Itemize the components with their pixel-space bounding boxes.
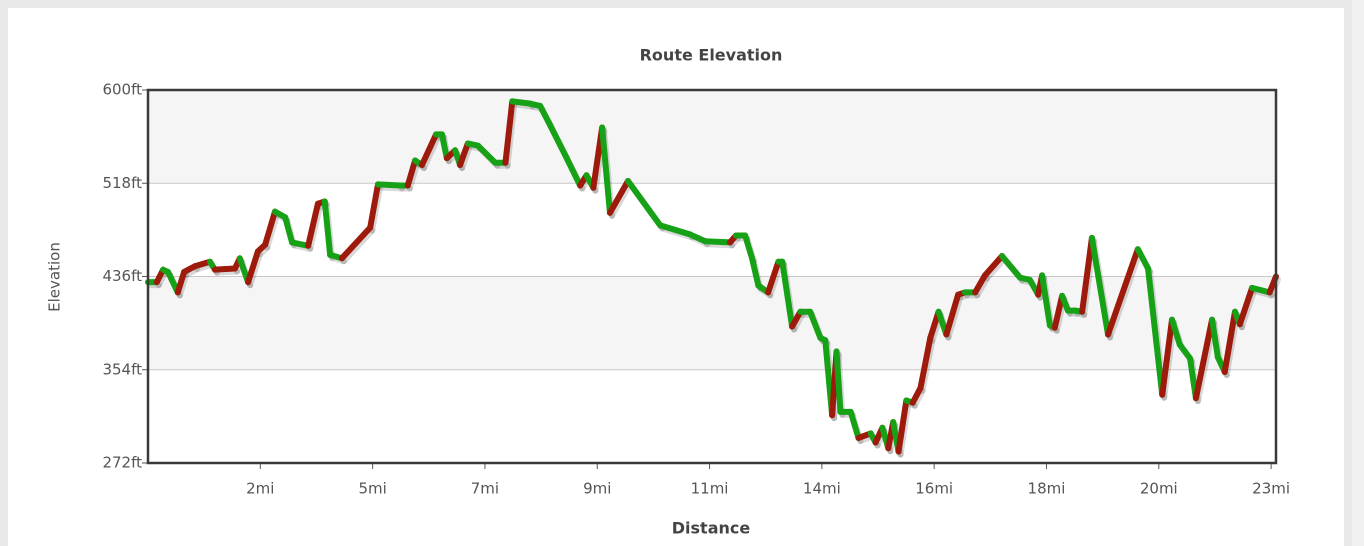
line-segment xyxy=(972,272,988,296)
line-segment xyxy=(404,157,419,189)
line-segment xyxy=(847,408,862,441)
line-segment xyxy=(174,268,188,296)
x-tick-label: 18mi xyxy=(1028,480,1066,498)
line-segment xyxy=(981,253,1006,279)
line-segment xyxy=(1168,316,1183,348)
line-segment xyxy=(321,198,334,258)
line-segment xyxy=(1192,316,1216,402)
line-shadow xyxy=(911,387,926,409)
line-segment xyxy=(475,142,499,166)
line-segment xyxy=(943,291,962,338)
line-segment xyxy=(262,208,278,248)
line-segment xyxy=(457,140,471,169)
line-segment xyxy=(1159,316,1175,398)
line-segment xyxy=(999,253,1024,281)
line-segment xyxy=(1221,308,1238,376)
line-segment xyxy=(282,214,296,246)
line-shadow xyxy=(183,266,200,278)
line-shadow xyxy=(608,180,634,219)
line-segment xyxy=(545,118,569,158)
y-tick-label: 354ft xyxy=(102,360,142,378)
line-segment xyxy=(1236,284,1256,328)
line-segment xyxy=(245,248,261,286)
line-segment xyxy=(606,177,632,216)
line-segment xyxy=(779,258,796,330)
x-tick-label: 2mi xyxy=(246,480,274,498)
x-tick-label: 9mi xyxy=(583,480,611,498)
line-segment xyxy=(1209,316,1221,361)
y-tick-label: 600ft xyxy=(102,81,142,99)
line-segment xyxy=(1088,234,1112,338)
plot-border xyxy=(146,88,1278,465)
line-segment xyxy=(625,177,664,229)
x-tick-label: 14mi xyxy=(803,480,841,498)
line-segment xyxy=(438,131,450,162)
line-shadow xyxy=(213,268,240,276)
line-segment xyxy=(749,255,762,289)
y-tick-label: 272ft xyxy=(102,454,142,472)
x-tick-label: 5mi xyxy=(358,480,386,498)
line-segment xyxy=(599,124,613,216)
line-segment xyxy=(1079,234,1095,315)
line-segment xyxy=(305,200,321,249)
line-shadow xyxy=(340,227,376,265)
x-tick-label: 16mi xyxy=(915,480,953,498)
line-segment xyxy=(917,334,934,391)
line-segment xyxy=(742,232,756,262)
line-segment xyxy=(418,131,440,169)
line-segment xyxy=(338,224,374,262)
line-segment xyxy=(702,238,734,246)
line-segment xyxy=(367,181,381,231)
line-segment xyxy=(374,181,403,189)
x-tick-label: 11mi xyxy=(691,480,729,498)
line-segment xyxy=(895,397,910,455)
line-shadow xyxy=(974,275,990,299)
line-segment xyxy=(211,265,238,273)
band xyxy=(148,276,1276,370)
line-segment xyxy=(1039,272,1053,329)
line-segment xyxy=(502,98,516,166)
y-tick-label: 518ft xyxy=(102,174,142,192)
y-axis-label: Elevation xyxy=(46,242,64,312)
x-tick-label: 7mi xyxy=(471,480,499,498)
line-segment xyxy=(1145,265,1166,398)
y-tick-label: 436ft xyxy=(102,267,142,285)
chart-title: Route Elevation xyxy=(640,46,783,65)
line-shadow xyxy=(791,311,806,333)
line-segment xyxy=(509,98,534,107)
line-segment xyxy=(1051,292,1066,331)
line-segment xyxy=(765,258,782,296)
line-shadow xyxy=(729,235,741,249)
line-segment xyxy=(807,308,824,341)
line-segment xyxy=(562,151,584,189)
scrollbar[interactable] xyxy=(1352,0,1364,546)
line-segment xyxy=(1249,284,1273,296)
line-shadow xyxy=(983,256,1008,282)
line-segment xyxy=(833,348,844,415)
line-segment xyxy=(1105,246,1141,338)
line-segment xyxy=(657,222,694,238)
x-axis-label: Distance xyxy=(672,519,751,538)
x-tick-label: 23mi xyxy=(1252,480,1290,498)
line-segment xyxy=(1134,246,1152,272)
x-tick-label: 20mi xyxy=(1140,480,1178,498)
band xyxy=(148,90,1276,184)
line-shadow xyxy=(957,292,970,301)
plot: 272ft 354ft 436ft 518ft 600ft 2mi 5mi 7mi 9mi 11m… xyxy=(102,81,1290,498)
line-shadow xyxy=(155,269,169,289)
line-shadow xyxy=(256,244,271,258)
line-shadow xyxy=(420,134,442,172)
